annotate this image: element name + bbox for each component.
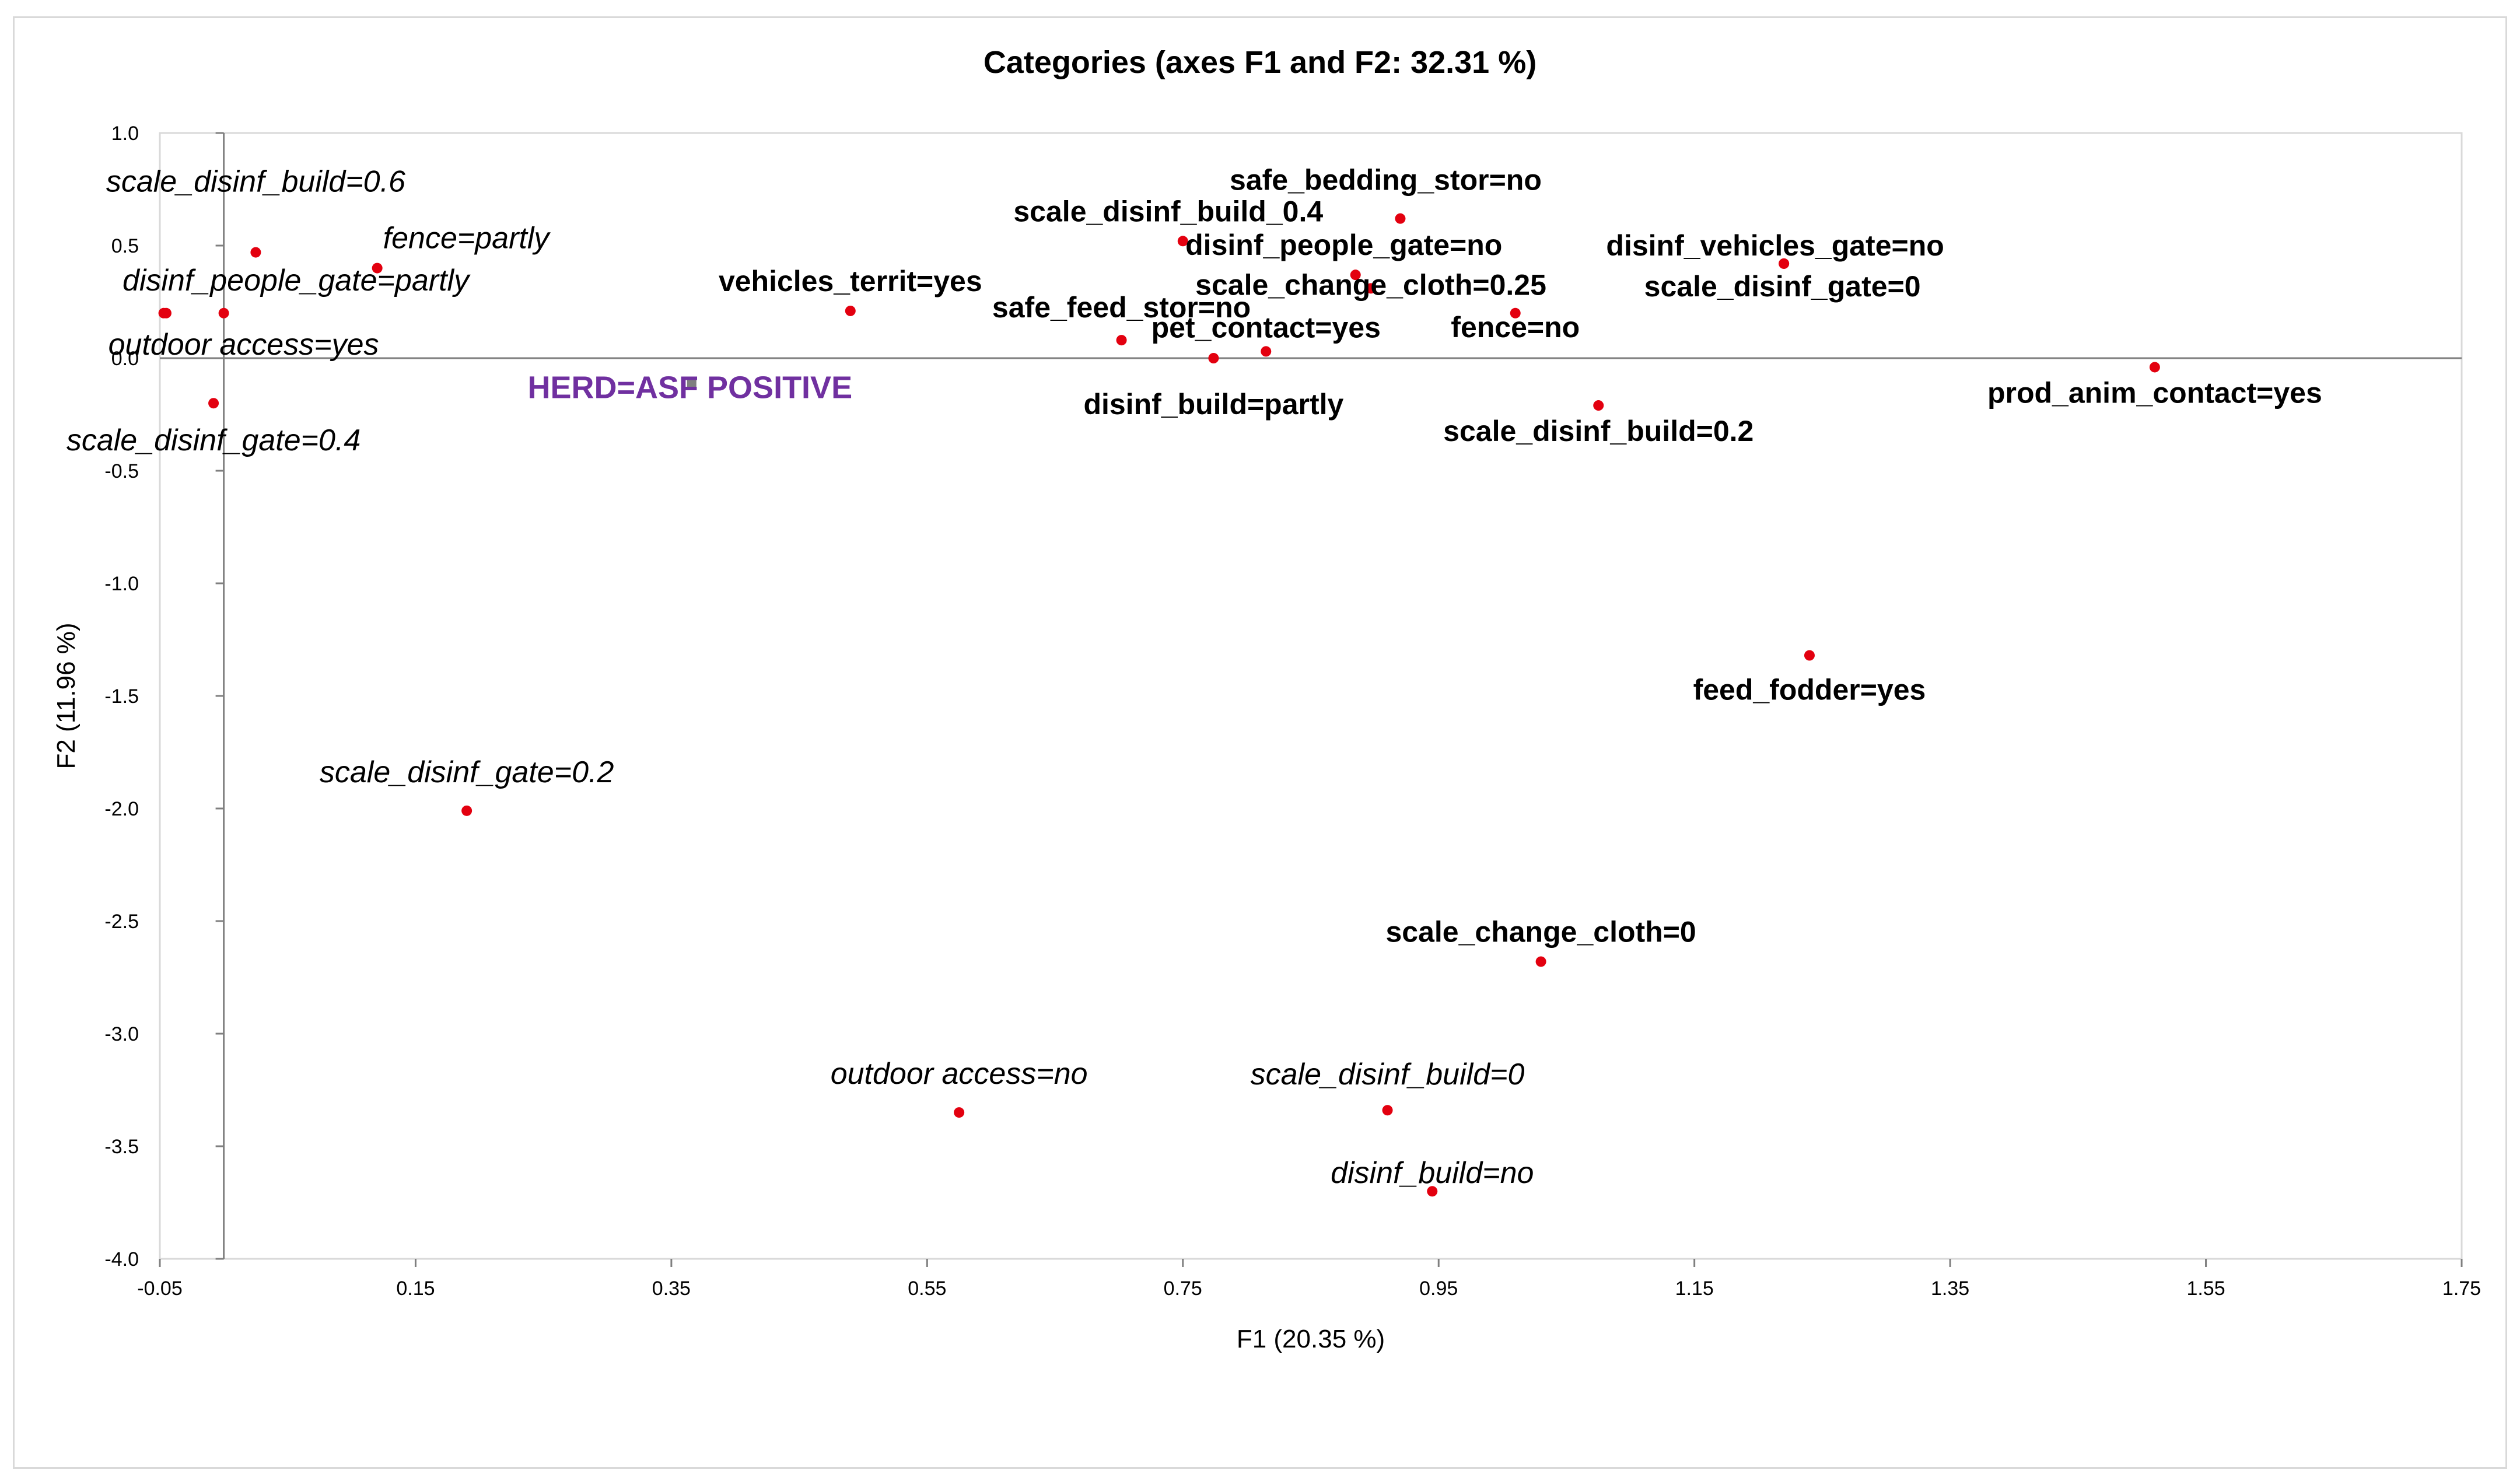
data-point — [954, 1107, 965, 1118]
point-label: scale_change_cloth=0 — [1385, 915, 1696, 948]
y-tick-label: -2.5 — [104, 911, 139, 933]
point-label: vehicles_territ=yes — [719, 265, 982, 298]
point-label: feed_fodder=yes — [1693, 674, 1926, 706]
x-tick-label: 0.75 — [1164, 1278, 1202, 1300]
point-label: outdoor access=no — [831, 1057, 1088, 1091]
y-tick-label: -0.5 — [104, 460, 139, 482]
y-tick-label: 1.0 — [111, 123, 139, 145]
y-axis-title: F2 (11.96 %) — [52, 622, 80, 769]
x-tick-label: 0.35 — [652, 1278, 691, 1300]
data-point — [372, 262, 383, 274]
y-tick-label: 0.0 — [111, 348, 139, 370]
plot-area — [159, 132, 2463, 1260]
x-tick-label: -0.05 — [137, 1278, 183, 1300]
supplementary-marker — [687, 378, 696, 387]
x-tick-label: 0.55 — [908, 1278, 946, 1300]
point-label: disinf_people_gate=no — [1185, 229, 1502, 261]
y-tick-label: -1.5 — [104, 685, 139, 708]
axes-layer: -0.05 0.15 0.35 0.55 0.75 0.95 1.15 1.35 1.55 1.7… — [104, 123, 2481, 1300]
point-label: scale_change_cloth=0.25 — [1195, 268, 1546, 301]
data-point — [158, 307, 169, 318]
point-label: disinf_build=partly — [1083, 388, 1343, 421]
data-point — [845, 305, 856, 316]
data-point — [1366, 283, 1377, 294]
data-point — [1177, 236, 1188, 247]
x-axis-title: F1 (20.35 %) — [1237, 1325, 1385, 1353]
data-point — [1779, 258, 1790, 269]
data-point — [1208, 353, 1219, 363]
data-point — [1510, 307, 1521, 318]
data-point — [208, 398, 219, 409]
point-label: prod_anim_contact=yes — [1987, 376, 2322, 409]
y-tick-label: -1.0 — [104, 573, 139, 595]
supplementary-label: HERD=ASF POSITIVE — [527, 370, 852, 405]
point-label: safe_feed_stor=no — [992, 291, 1251, 324]
point-label: scale_disinf_gate=0.2 — [320, 755, 614, 789]
chart-title: Categories (axes F1 and F2: 32.31 %) — [984, 45, 1536, 80]
data-point — [461, 805, 473, 816]
point-label: disinf_people_gate=partly — [123, 264, 471, 298]
data-point — [250, 247, 261, 258]
x-tick-label: 1.35 — [1931, 1278, 1969, 1300]
x-tick-label: 1.55 — [2186, 1278, 2225, 1300]
y-tick-label: -2.0 — [104, 798, 139, 820]
y-tick-label: -4.0 — [104, 1248, 139, 1270]
point-label: disinf_vehicles_gate=no — [1606, 229, 1944, 262]
chart-frame — [13, 16, 2507, 1469]
point-label: safe_bedding_stor=no — [1230, 164, 1542, 197]
data-point — [1350, 270, 1361, 281]
point-label: outdoor access=yes — [108, 328, 379, 362]
point-label: fence=partly — [383, 222, 551, 256]
x-tick-label: 1.15 — [1675, 1278, 1714, 1300]
data-point — [1593, 400, 1604, 411]
data-point — [1116, 335, 1127, 346]
data-point — [1804, 650, 1815, 661]
points-layer: scale_disinf_build=0.6 fence=partly disinf… — [66, 164, 2322, 1197]
y-tick-label: -3.5 — [104, 1136, 139, 1158]
point-label: scale_disinf_build=0.2 — [1443, 415, 1754, 447]
point-label: scale_disinf_build=0 — [1251, 1058, 1525, 1091]
data-point — [2149, 362, 2160, 373]
data-point — [1261, 346, 1272, 357]
data-point — [1382, 1105, 1393, 1116]
point-label: fence=no — [1451, 311, 1580, 344]
data-point — [1427, 1186, 1438, 1197]
x-tick-label: 0.95 — [1419, 1278, 1458, 1300]
data-point — [1535, 956, 1546, 967]
point-label: pet_contact=yes — [1152, 311, 1381, 344]
y-tick-label: 0.5 — [111, 235, 139, 257]
point-label: scale_disinf_build=0.6 — [106, 165, 405, 199]
point-label: scale_disinf_gate=0.4 — [66, 424, 361, 457]
x-tick-label: 0.15 — [396, 1278, 435, 1300]
point-label: disinf_build=no — [1331, 1156, 1534, 1190]
data-point — [1395, 213, 1406, 224]
point-label: scale_disinf_gate=0 — [1644, 270, 1921, 303]
data-point — [218, 307, 229, 318]
x-tick-label: 1.75 — [2442, 1278, 2481, 1300]
point-label: scale_disinf_build_0.4 — [1013, 195, 1323, 228]
y-tick-label: -3.0 — [104, 1023, 139, 1045]
